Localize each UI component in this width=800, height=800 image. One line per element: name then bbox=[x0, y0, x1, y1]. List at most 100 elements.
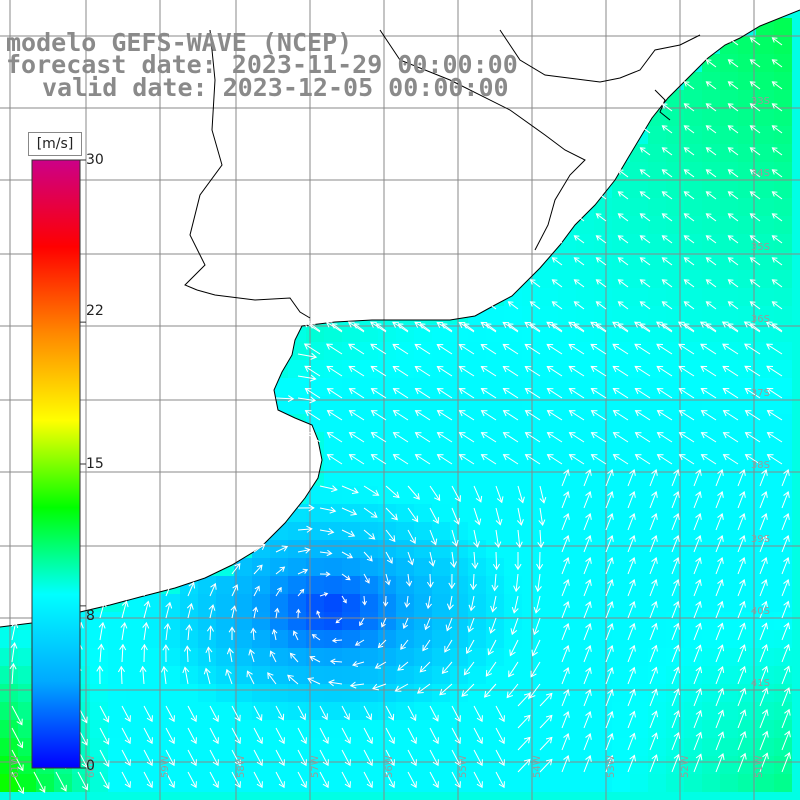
wind-arrow bbox=[617, 213, 629, 222]
wind-arrow bbox=[683, 81, 695, 90]
field-cell bbox=[216, 666, 234, 684]
field-cell bbox=[486, 684, 504, 702]
field-cell bbox=[486, 378, 504, 396]
wind-arrow bbox=[568, 410, 585, 421]
wind-arrow bbox=[369, 321, 387, 333]
field-cell bbox=[396, 504, 414, 522]
field-cell bbox=[414, 468, 432, 486]
field-cell bbox=[378, 342, 396, 360]
wind-arrow bbox=[771, 81, 783, 90]
field-cell bbox=[522, 540, 540, 558]
wind-arrow bbox=[677, 321, 695, 333]
river-estuary bbox=[196, 289, 311, 319]
field-cell bbox=[720, 252, 738, 270]
wind-arrow bbox=[727, 81, 739, 90]
wind-arrow bbox=[119, 643, 127, 663]
field-cell bbox=[738, 540, 756, 558]
wind-arrow bbox=[705, 191, 717, 200]
field-cell bbox=[360, 450, 378, 468]
wind-arrow bbox=[532, 617, 541, 636]
wind-arrow bbox=[683, 125, 695, 134]
field-cell bbox=[216, 756, 234, 774]
field-cell bbox=[432, 756, 450, 774]
wind-arrow bbox=[121, 705, 131, 723]
wind-arrow bbox=[231, 584, 239, 597]
wind-arrow bbox=[737, 512, 746, 531]
wind-arrow bbox=[693, 490, 702, 509]
wind-arrow bbox=[634, 454, 651, 465]
wind-arrow bbox=[634, 321, 651, 333]
wind-arrow bbox=[627, 622, 636, 641]
wind-arrow bbox=[231, 749, 241, 767]
field-cell bbox=[738, 378, 756, 396]
field-cell bbox=[630, 414, 648, 432]
wind-arrow bbox=[275, 586, 282, 597]
field-cell bbox=[612, 666, 630, 684]
field-cell bbox=[432, 648, 450, 666]
field-cell bbox=[774, 522, 792, 540]
field-cell bbox=[108, 702, 126, 720]
wind-arrow bbox=[534, 573, 542, 593]
field-cell bbox=[666, 432, 684, 450]
wind-arrow bbox=[561, 490, 570, 509]
wind-arrow bbox=[458, 388, 475, 399]
wind-arrow bbox=[469, 573, 477, 591]
field-cell bbox=[414, 360, 432, 378]
wind-arrow bbox=[165, 727, 175, 745]
wind-arrow bbox=[715, 512, 724, 531]
wind-arrow bbox=[436, 365, 453, 377]
field-cell bbox=[576, 648, 594, 666]
wind-arrow bbox=[539, 485, 547, 504]
wind-arrow bbox=[392, 343, 409, 355]
wind-arrow bbox=[737, 709, 747, 729]
field-cell bbox=[576, 378, 594, 396]
wind-arrow bbox=[759, 556, 768, 575]
field-cell bbox=[612, 378, 630, 396]
wind-arrow bbox=[759, 687, 769, 707]
wind-arrow bbox=[612, 410, 629, 421]
field-cell bbox=[162, 720, 180, 738]
wind-arrow bbox=[405, 573, 413, 587]
field-cell bbox=[648, 198, 666, 216]
wind-arrow bbox=[583, 622, 592, 641]
colorbar bbox=[31, 159, 86, 769]
field-cell bbox=[504, 612, 522, 630]
wind-arrow bbox=[693, 688, 703, 707]
field-cell bbox=[324, 576, 342, 594]
field-cell bbox=[270, 540, 288, 558]
wind-arrow bbox=[721, 321, 739, 333]
wind-arrow bbox=[737, 468, 746, 487]
wind-arrow bbox=[561, 666, 570, 685]
wind-arrow bbox=[727, 235, 739, 244]
wind-arrow bbox=[627, 534, 636, 553]
field-cell bbox=[594, 198, 612, 216]
wind-arrow bbox=[649, 666, 658, 685]
field-cell bbox=[594, 396, 612, 414]
wind-arrow bbox=[595, 191, 607, 200]
wind-arrow bbox=[605, 534, 614, 553]
field-cell bbox=[396, 720, 414, 738]
field-cell bbox=[468, 468, 486, 486]
field-cell bbox=[774, 630, 792, 648]
field-cell bbox=[396, 324, 414, 342]
wind-arrow bbox=[319, 749, 329, 767]
field-cell bbox=[324, 558, 342, 576]
field-cell bbox=[702, 198, 720, 216]
field-cell bbox=[342, 414, 360, 432]
lon-label: 56W bbox=[384, 755, 395, 778]
field-cell bbox=[630, 342, 648, 360]
field-cell bbox=[108, 738, 126, 756]
field-cell bbox=[774, 216, 792, 234]
field-cell bbox=[432, 450, 450, 468]
wind-arrow bbox=[583, 490, 592, 509]
field-cell bbox=[702, 180, 720, 198]
field-cell bbox=[108, 720, 126, 738]
field-cell bbox=[756, 576, 774, 594]
field-cell bbox=[108, 684, 126, 702]
wind-arrow bbox=[385, 771, 395, 789]
field-cell bbox=[594, 324, 612, 342]
field-cell bbox=[162, 774, 180, 792]
field-cell bbox=[414, 414, 432, 432]
field-cell bbox=[468, 432, 486, 450]
wind-arrow bbox=[253, 543, 266, 553]
